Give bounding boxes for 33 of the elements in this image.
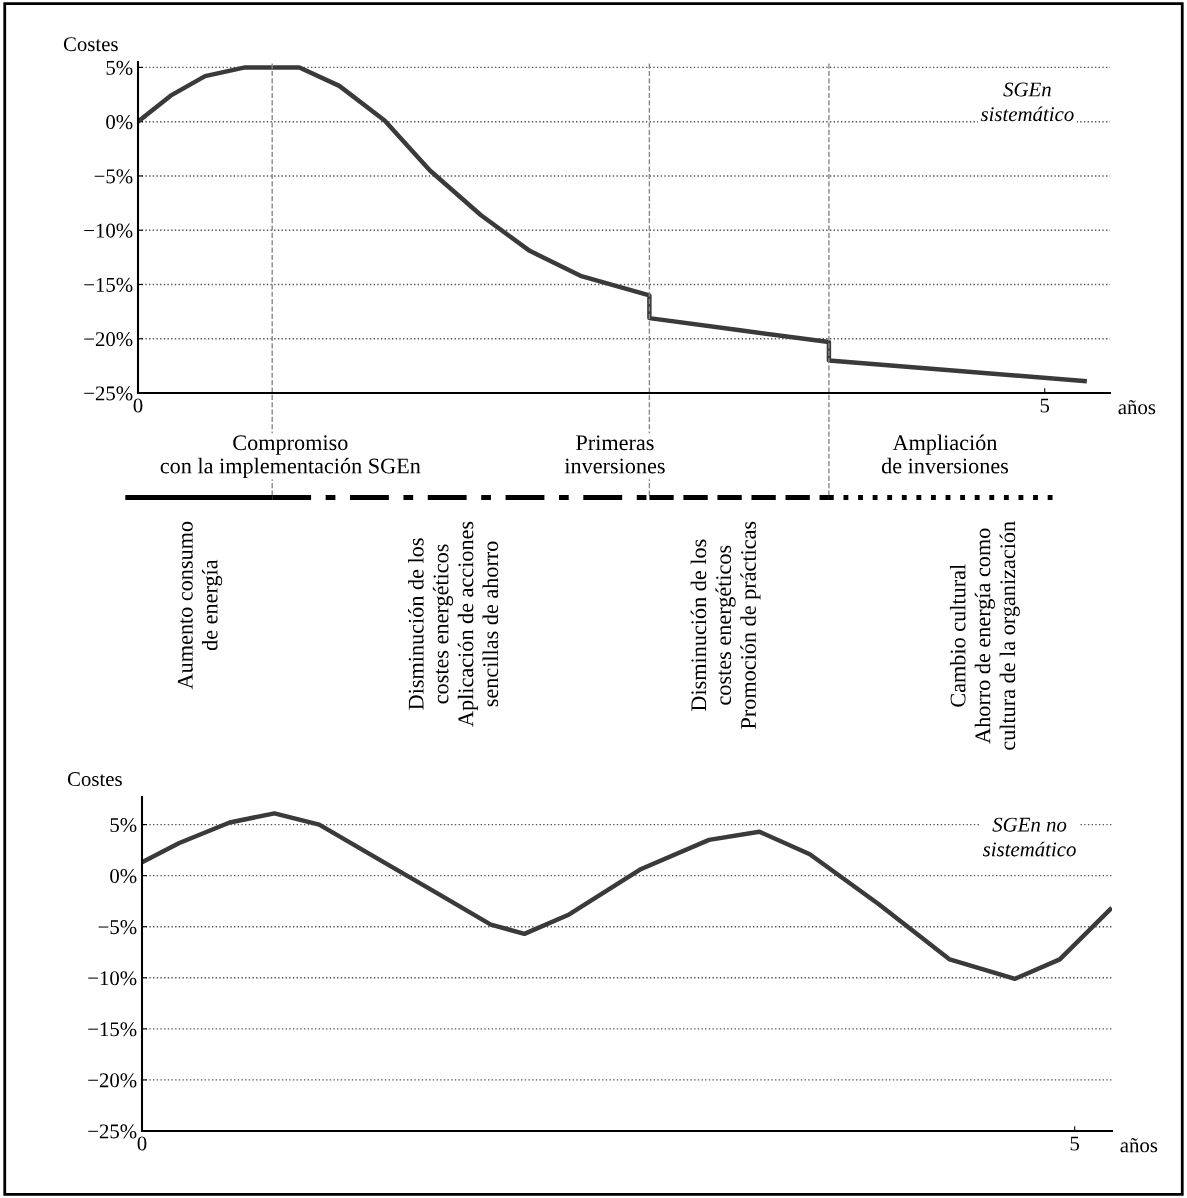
y-tick-label: −25% [88,1124,137,1139]
text: Compromiso con la implementación SGEn [160,435,421,478]
x-axis-title: años [1120,1138,1158,1153]
annotation: SGEn sistemático [980,82,1074,122]
y-tick-label: −5% [94,169,133,184]
text: Ampliación de inversiones [881,434,1009,474]
annotation: SGEn no sistemático [982,817,1076,857]
y-tick-label: −5% [98,920,137,935]
text: Disminución de los costes energéticos Promoción de prácticas [690,521,761,729]
y-tick-label: −15% [88,1022,137,1037]
y-tick-label: −20% [88,1073,137,1088]
line-series [142,811,1112,982]
text: Disminución de los costes energéticos Aplicación de acciones sencillas de ahorro [408,521,499,727]
text: Cambio cultural Ahorro de energía como cultura de la organización [949,521,1020,750]
x-tick-label: 0 [133,398,143,413]
x-tick-label: 5 [1070,1136,1080,1151]
x-tick-label: 0 [137,1136,147,1151]
y-axis-title: Costes [67,772,122,787]
y-tick-label: −20% [84,332,133,347]
y-tick-label: −25% [84,386,133,401]
x-tick-label: 5 [1040,398,1050,413]
y-tick-label: 5% [106,60,133,75]
y-tick-label: 5% [110,817,137,833]
text: Primeras inversiones [564,435,665,474]
line-series [138,65,1087,384]
y-tick-label: 0% [106,115,133,130]
y-axis-title: Costes [63,37,118,52]
y-tick-label: −10% [84,223,133,238]
text: Aumento consumo de energía [177,521,223,690]
y-tick-label: −10% [88,971,137,986]
x-axis-title: años [1118,400,1156,415]
y-tick-label: 0% [110,869,137,884]
y-tick-label: −15% [84,277,133,292]
